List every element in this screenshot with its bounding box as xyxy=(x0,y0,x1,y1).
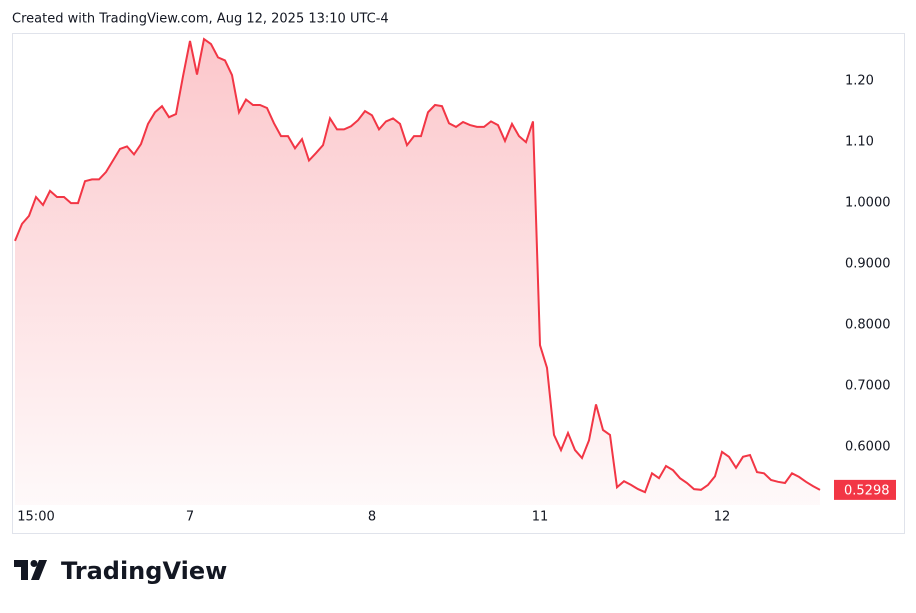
x-tick-label: 8 xyxy=(368,510,376,525)
last-price-label: 0.5298 xyxy=(844,483,890,498)
logo-icon xyxy=(30,560,38,567)
y-tick-label: 1.0000 xyxy=(845,196,891,211)
y-tick-label: 0.9000 xyxy=(845,257,891,272)
y-tick-label: 1.10 xyxy=(845,135,874,150)
x-tick-label: 7 xyxy=(186,510,194,525)
logo-icon xyxy=(14,560,28,580)
x-tick-label: 15:00 xyxy=(17,510,54,525)
line xyxy=(14,37,821,494)
pane-border xyxy=(12,33,905,534)
logo-icon xyxy=(31,560,47,580)
chart-title: Created with TradingView.com, Aug 12, 20… xyxy=(12,12,389,27)
y-tick-label: 0.8000 xyxy=(845,318,891,333)
x-tick-label: 12 xyxy=(714,510,731,525)
x-tick-label: 11 xyxy=(532,510,549,525)
y-tick-label: 1.20 xyxy=(845,74,874,89)
brand-text: TradingView xyxy=(61,557,227,585)
last-price-box xyxy=(834,479,896,500)
y-tick-label: 0.6000 xyxy=(845,440,891,455)
area-fill xyxy=(15,39,820,505)
y-tick-label: 0.7000 xyxy=(845,379,891,394)
logo xyxy=(14,560,47,580)
